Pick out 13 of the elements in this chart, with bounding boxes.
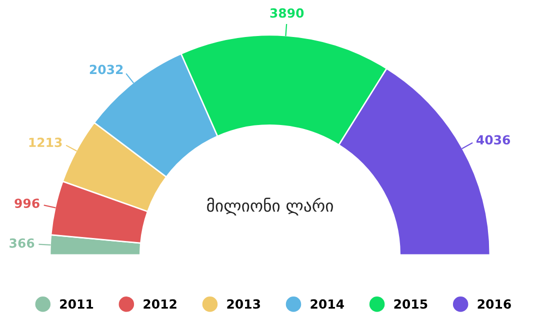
- legend-label: 2015: [394, 299, 428, 309]
- legend-label: 2013: [227, 299, 260, 309]
- legend-label: 2016: [478, 299, 511, 309]
- legend-label: 2011: [60, 299, 94, 309]
- legend-label: 2014: [310, 299, 344, 309]
- data-label: 2032: [90, 64, 123, 74]
- legend-label: 2012: [144, 299, 176, 309]
- data-label: 996: [14, 198, 40, 208]
- data-label: 3890: [270, 8, 304, 18]
- text: მილიონი ლარი: [207, 198, 333, 216]
- data-label: 366: [10, 238, 34, 248]
- data-label: 4036: [476, 135, 510, 145]
- data-label: 1213: [29, 138, 62, 148]
